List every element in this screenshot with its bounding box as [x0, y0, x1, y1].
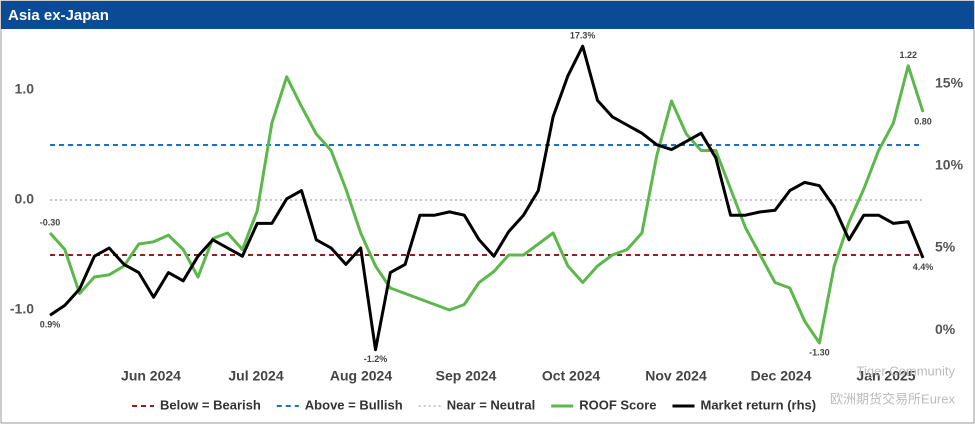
watermark: Tiger Community: [857, 363, 956, 378]
x-tick-label: Nov 2024: [645, 368, 707, 384]
y-tick-label: -1.0: [10, 301, 34, 317]
x-tick-label: Oct 2024: [542, 368, 601, 384]
data-label: 0.9%: [40, 320, 61, 330]
series-line: [49, 44, 925, 352]
y-tick-label: 0.0: [15, 191, 35, 207]
y2-tick-label: 0%: [935, 321, 956, 337]
watermark: 欧洲期货交易所Eurex: [830, 391, 955, 406]
series-line: [48, 64, 925, 345]
x-tick-label: Dec 2024: [751, 368, 812, 384]
legend-label: Above = Bullish: [305, 397, 403, 412]
x-tick-label: Jan 2025: [856, 368, 915, 384]
y-tick-label: 1.0: [15, 81, 35, 97]
y2-tick-label: 15%: [935, 75, 964, 91]
y2-tick-label: 5%: [935, 239, 956, 255]
legend-label: ROOF Score: [579, 397, 656, 412]
title-bar: [1, 1, 974, 29]
data-label: 1.22: [899, 50, 917, 60]
legend-label: Market return (rhs): [701, 397, 817, 412]
x-tick-label: Jun 2024: [121, 368, 181, 384]
x-tick-label: Aug 2024: [330, 368, 392, 384]
chart-title: Asia ex-Japan: [8, 7, 109, 24]
x-tick-label: Jul 2024: [228, 368, 283, 384]
data-label: -0.30: [40, 217, 61, 227]
data-label: 4.4%: [913, 262, 934, 272]
y2-tick-label: 10%: [935, 157, 964, 173]
legend-label: Near = Neutral: [447, 397, 536, 412]
legend-label: Below = Bearish: [160, 397, 261, 412]
data-label: 17.3%: [570, 31, 596, 41]
data-label: -1.30: [809, 347, 830, 357]
x-tick-label: Sep 2024: [436, 368, 497, 384]
data-label: 0.80: [914, 116, 932, 126]
data-label: -1.2%: [364, 354, 388, 364]
